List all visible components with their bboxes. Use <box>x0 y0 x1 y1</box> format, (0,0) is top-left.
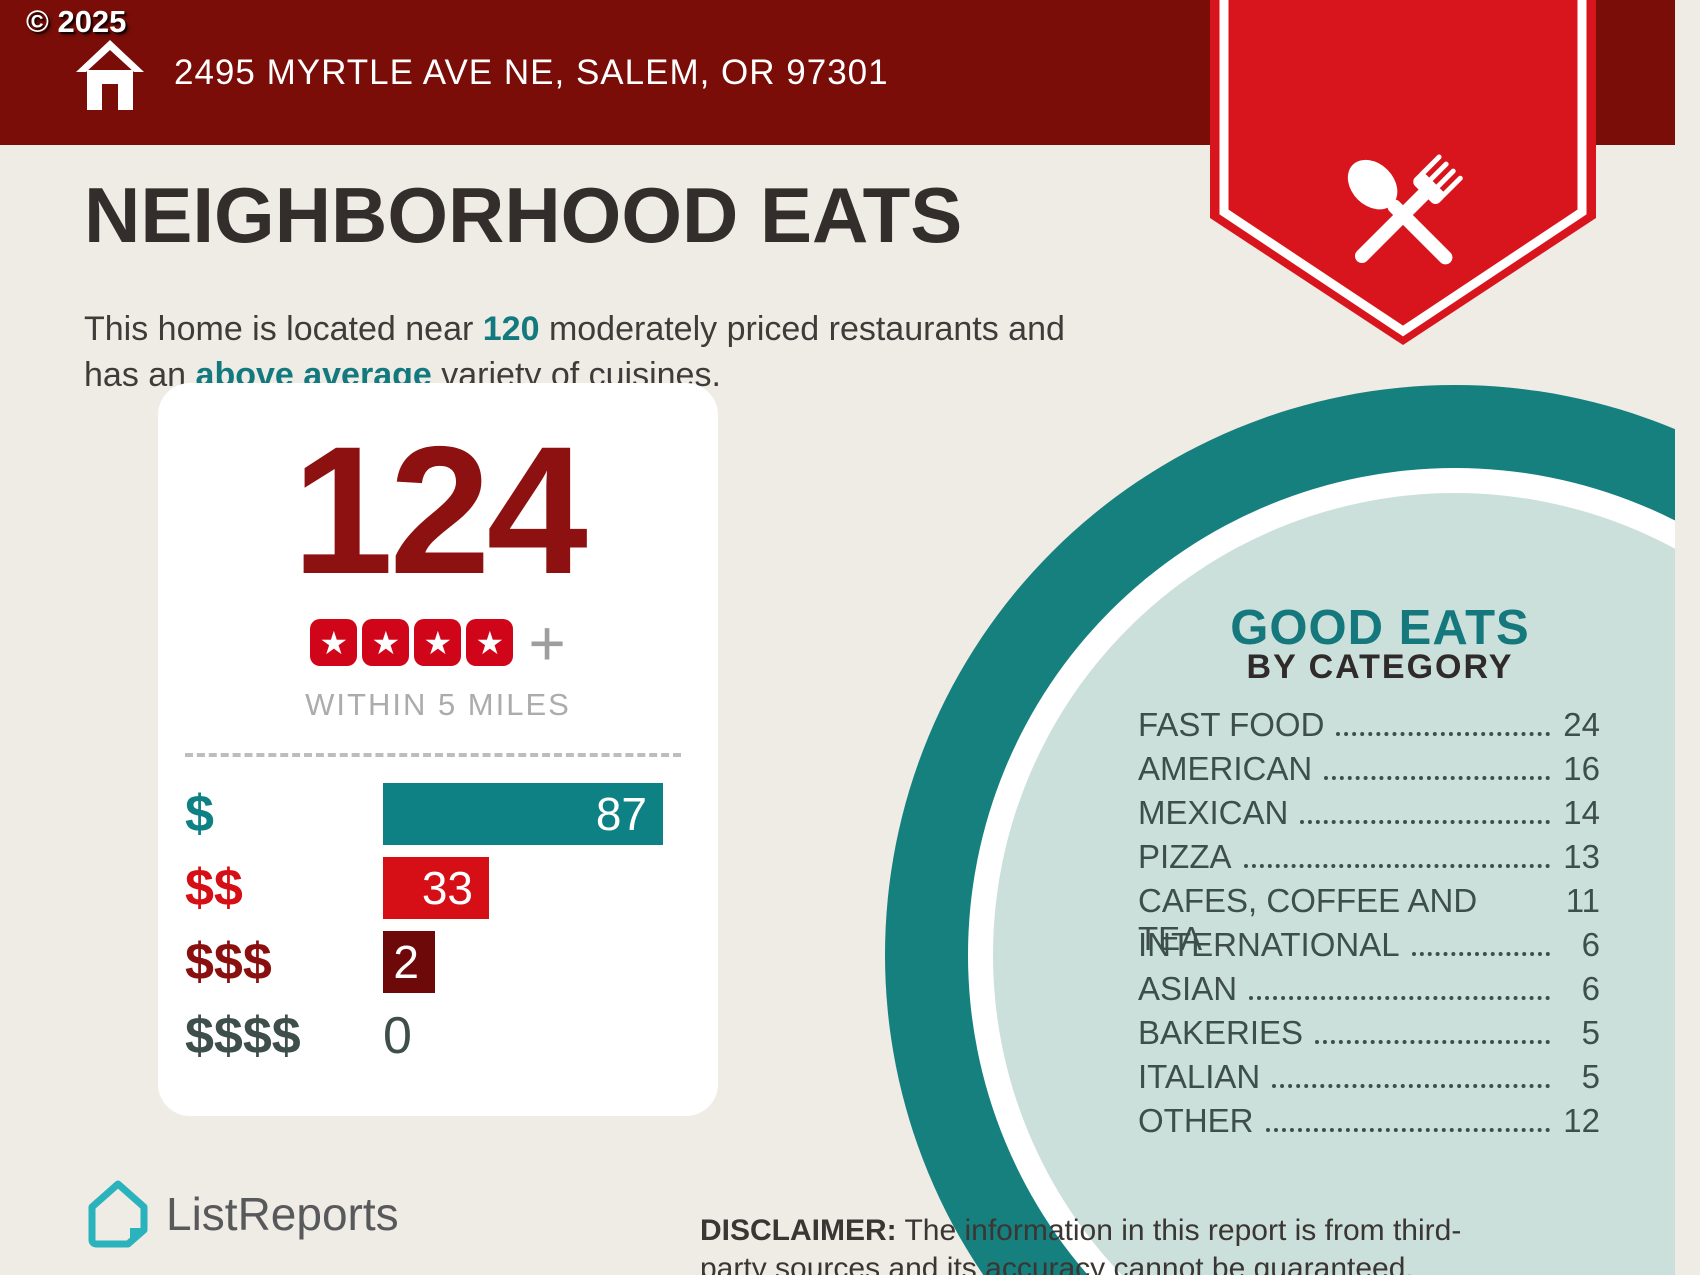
price-level-label: $ <box>185 785 214 843</box>
radius-caption: WITHIN 5 MILES <box>305 687 571 722</box>
dotted-leader <box>1315 1040 1550 1044</box>
total-restaurant-count: 124 <box>292 408 588 612</box>
category-row: OTHER 12 <box>1138 1102 1600 1146</box>
dotted-leader <box>1324 776 1550 780</box>
home-icon <box>76 40 144 110</box>
star-icon: ★ <box>362 619 410 666</box>
price-bar-value: 0 <box>383 1007 412 1065</box>
category-count: 24 <box>1563 706 1600 743</box>
price-bar: 87 <box>383 783 663 845</box>
category-label: OTHER <box>1138 1102 1254 1139</box>
category-row: BAKERIES 5 <box>1138 1014 1600 1058</box>
plus-sign: + <box>528 606 566 679</box>
category-count: 6 <box>1581 926 1600 963</box>
category-count: 11 <box>1565 882 1600 919</box>
category-row: INTERNATIONAL 6 <box>1138 926 1600 970</box>
category-label: FAST FOOD <box>1138 706 1325 743</box>
category-count: 5 <box>1581 1058 1600 1095</box>
category-count: 12 <box>1563 1102 1600 1139</box>
category-count: 6 <box>1581 970 1600 1007</box>
category-label: BAKERIES <box>1138 1014 1304 1051</box>
dotted-leader <box>1411 952 1550 956</box>
category-label: ITALIAN <box>1138 1058 1261 1095</box>
category-label: ASIAN <box>1138 970 1238 1007</box>
category-count: 14 <box>1563 794 1600 831</box>
dotted-leader <box>1243 864 1550 868</box>
price-bar-value: 33 <box>421 862 473 914</box>
category-row: AMERICAN 16 <box>1138 750 1600 794</box>
price-level-label: $$ <box>185 859 243 917</box>
star-icon: ★ <box>310 619 358 666</box>
intro-text: This home is located near 120 moderately… <box>84 310 1065 394</box>
disclaimer-text: DISCLAIMER: The information in this repo… <box>700 1214 1462 1275</box>
stats-card: 124 ★ ★ ★ ★ + WITHIN 5 MILES $87 $$ 33 $$$ 2 $$$$… <box>158 383 718 1116</box>
category-count: 5 <box>1581 1014 1600 1051</box>
copyright-watermark: © 2025 <box>26 4 127 39</box>
category-row: ITALIAN 5 <box>1138 1058 1600 1102</box>
price-bar-row: $$ 33 <box>185 857 691 919</box>
spoon-fork-icon <box>1347 154 1463 265</box>
category-list: FAST FOOD 24 AMERICAN 16 MEXICAN 14 PIZZA 13 CAF… <box>1138 706 1600 1146</box>
category-row: MEXICAN 14 <box>1138 794 1600 838</box>
price-bar: 33 <box>383 857 489 919</box>
category-label: PIZZA <box>1138 838 1232 875</box>
price-bar-value: 87 <box>595 788 647 840</box>
star-icon: ★ <box>414 619 462 666</box>
category-row: FAST FOOD 24 <box>1138 706 1600 750</box>
property-address: 2495 MYRTLE AVE NE, SALEM, OR 97301 <box>174 52 889 92</box>
category-count: 13 <box>1563 838 1600 875</box>
price-bar-chart: $87 $$ 33 $$$ 2 $$$$ 0 <box>185 783 691 1079</box>
food-report-ribbon <box>1210 0 1596 345</box>
category-row: PIZZA 13 <box>1138 838 1600 882</box>
price-bar-row: $$$ 2 <box>185 931 691 993</box>
category-count: 16 <box>1563 750 1600 787</box>
dotted-leader <box>1336 732 1550 736</box>
price-bar-row: $$$$ 0 <box>185 1005 691 1067</box>
listreports-wordmark: ListReports <box>166 1188 399 1240</box>
restaurant-count-highlight: 120 <box>482 310 540 348</box>
listreports-logo: ListReports <box>86 1178 399 1250</box>
price-bar-value: 2 <box>393 936 419 988</box>
price-bar: 2 <box>383 931 435 993</box>
good-eats-title: GOOD EATS <box>1230 601 1530 655</box>
star-rating: ★ ★ ★ ★ + <box>158 606 718 679</box>
page-title: NEIGHBORHOOD EATS <box>84 171 963 259</box>
category-row: CAFES, COFFEE AND TEA 11 <box>1138 882 1600 957</box>
price-level-label: $$$$ <box>185 1007 301 1065</box>
category-row: ASIAN 6 <box>1138 970 1600 1014</box>
dotted-leader <box>1265 1128 1550 1132</box>
category-label: CAFES, COFFEE AND TEA <box>1138 882 1478 957</box>
category-label: MEXICAN <box>1138 794 1289 831</box>
category-label: INTERNATIONAL <box>1138 926 1400 963</box>
star-icon: ★ <box>466 619 514 666</box>
dashed-divider <box>185 753 681 757</box>
dotted-leader <box>1300 820 1550 824</box>
category-label: AMERICAN <box>1138 750 1313 787</box>
price-bar-row: $87 <box>185 783 691 845</box>
price-level-label: $$$ <box>185 933 272 991</box>
good-eats-subtitle: BY CATEGORY <box>1246 648 1514 686</box>
dotted-leader <box>1249 996 1550 1000</box>
dotted-leader <box>1272 1084 1550 1088</box>
listreports-house-icon <box>88 1180 148 1248</box>
